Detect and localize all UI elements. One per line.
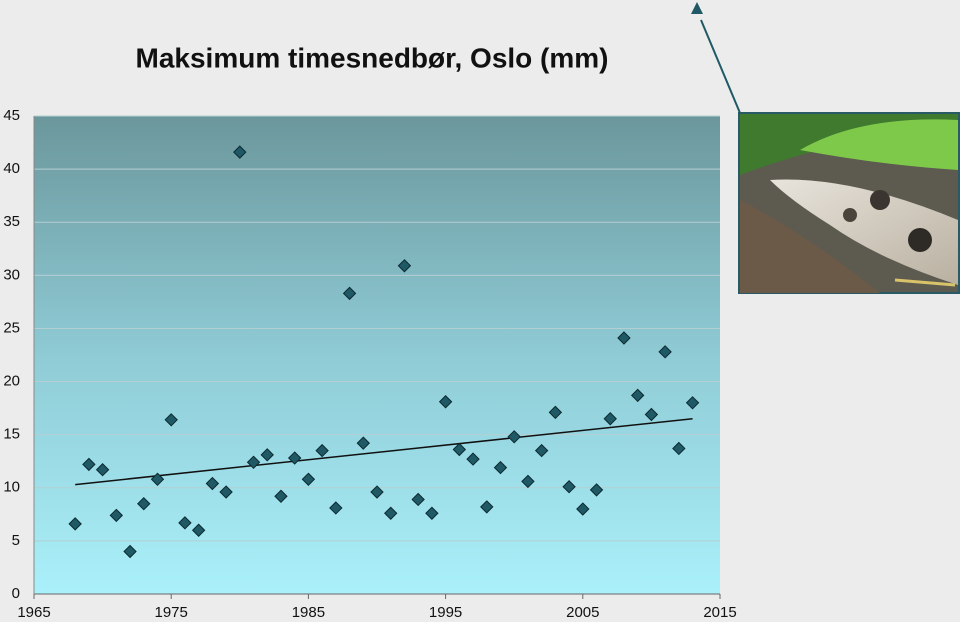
data-point xyxy=(82,457,96,472)
trendline xyxy=(75,417,693,486)
data-point xyxy=(548,405,563,420)
plot-area xyxy=(34,116,720,594)
y-tick-label: 45 xyxy=(3,107,20,124)
data-point xyxy=(315,443,329,458)
photo xyxy=(738,112,960,294)
data-point xyxy=(644,407,659,422)
y-tick-label: 0 xyxy=(12,585,20,602)
data-point xyxy=(95,463,110,477)
data-point xyxy=(507,430,521,444)
data-point xyxy=(658,345,672,359)
data-point xyxy=(178,516,192,530)
data-point xyxy=(562,480,576,494)
data-point xyxy=(109,508,124,523)
y-tick-label: 30 xyxy=(3,266,20,283)
data-point xyxy=(685,396,700,410)
data-point xyxy=(123,544,137,559)
data-point xyxy=(233,145,247,159)
data-point xyxy=(438,395,453,409)
data-point xyxy=(521,474,535,489)
x-tick-label: 1995 xyxy=(429,604,462,621)
y-tick-label: 20 xyxy=(3,373,20,390)
data-point xyxy=(630,388,645,403)
arrow-head xyxy=(691,2,703,14)
x-tick-label: 1975 xyxy=(155,604,188,621)
x-tick-label: 2005 xyxy=(566,604,599,621)
y-tick-label: 25 xyxy=(3,319,20,336)
data-point xyxy=(342,286,357,301)
data-point xyxy=(329,501,343,515)
data-point xyxy=(219,485,233,499)
data-point xyxy=(411,492,425,507)
data-point xyxy=(68,517,82,531)
data-point xyxy=(260,448,274,462)
data-point xyxy=(589,483,604,497)
data-point xyxy=(287,451,302,465)
data-point xyxy=(301,472,316,486)
x-tick-label: 2015 xyxy=(703,604,736,621)
x-tick-label: 1985 xyxy=(292,604,325,621)
y-tick-label: 10 xyxy=(3,479,20,496)
data-point xyxy=(603,412,617,426)
data-point xyxy=(425,506,439,520)
data-point xyxy=(370,485,384,499)
data-point xyxy=(452,442,467,457)
data-point xyxy=(205,476,220,491)
y-tick-label: 15 xyxy=(3,426,20,443)
data-point xyxy=(246,455,261,469)
chart-title: Maksimum timesnedbør, Oslo (mm) xyxy=(136,42,609,73)
data-point xyxy=(480,500,494,514)
data-point xyxy=(274,489,288,503)
arrow xyxy=(700,19,741,114)
data-point xyxy=(617,331,631,345)
y-tick-label: 35 xyxy=(3,213,20,230)
data-point xyxy=(137,497,151,511)
data-point xyxy=(534,443,549,458)
data-point xyxy=(191,523,206,537)
y-tick-label: 5 xyxy=(12,532,20,549)
data-point xyxy=(356,436,370,450)
data-point xyxy=(150,472,165,486)
data-point xyxy=(397,259,412,273)
data-point xyxy=(164,413,178,427)
data-point xyxy=(384,506,398,520)
y-tick-label: 40 xyxy=(3,160,20,177)
data-point xyxy=(672,441,686,456)
data-point xyxy=(576,502,590,516)
data-point xyxy=(493,460,508,475)
x-tick-label: 1965 xyxy=(17,604,50,621)
data-point xyxy=(466,452,480,466)
